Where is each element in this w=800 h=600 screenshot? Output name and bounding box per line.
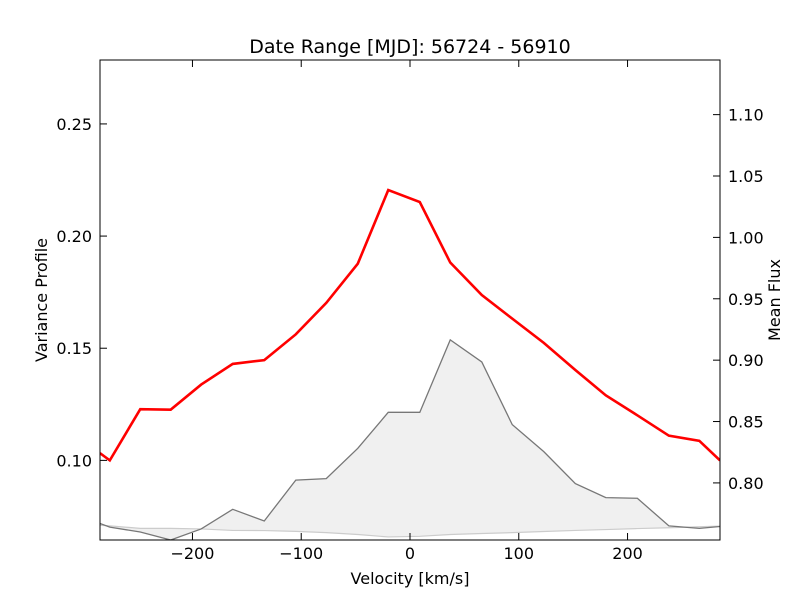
mean-flux-fill-area bbox=[100, 339, 720, 540]
y-left-tick-label: 0.10 bbox=[56, 451, 92, 470]
variance-profile-line bbox=[100, 188, 720, 463]
y-axis-left-label: Variance Profile bbox=[32, 238, 51, 362]
y-right-tick-label: 0.80 bbox=[728, 474, 764, 493]
x-axis-label: Velocity [km/s] bbox=[351, 569, 470, 588]
y-right-tick-label: 0.95 bbox=[728, 290, 764, 309]
mean-flux-line bbox=[100, 338, 720, 540]
y-right-tick-label: 1.00 bbox=[728, 228, 764, 247]
x-tick-label: −100 bbox=[279, 544, 323, 563]
mean-flux-lower-line bbox=[100, 524, 720, 538]
y-left-tick-label: 0.15 bbox=[56, 339, 92, 358]
x-tick-label: 0 bbox=[405, 544, 415, 563]
y-right-tick-label: 0.90 bbox=[728, 351, 764, 370]
y-left-tick-label: 0.20 bbox=[56, 227, 92, 246]
ticks: −200 −100 0 100 200 0.10 0.15 0.20 0.25 0.80 0.85 0… bbox=[56, 60, 764, 563]
plot-area bbox=[100, 188, 720, 540]
y-right-tick-label: 1.05 bbox=[728, 167, 764, 186]
y-left-tick-label: 0.25 bbox=[56, 115, 92, 134]
chart-title: Date Range [MJD]: 56724 - 56910 bbox=[249, 36, 570, 58]
x-tick-label: −200 bbox=[170, 544, 214, 563]
y-right-tick-label: 0.85 bbox=[728, 413, 764, 432]
y-axis-right-label: Mean Flux bbox=[765, 259, 784, 341]
x-tick-label: 100 bbox=[503, 544, 534, 563]
x-tick-label: 200 bbox=[612, 544, 643, 563]
y-right-tick-label: 1.10 bbox=[728, 106, 764, 125]
